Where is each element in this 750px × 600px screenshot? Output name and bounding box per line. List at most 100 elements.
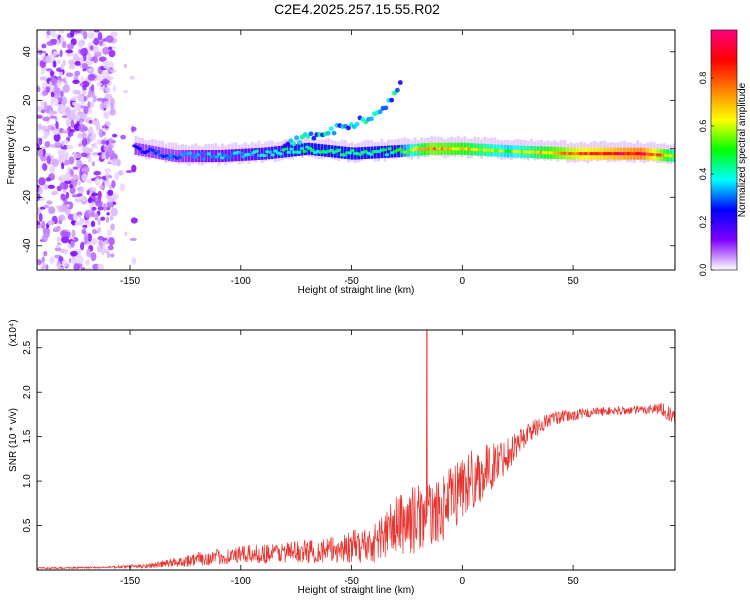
spectrogram-noise-cell (99, 185, 104, 190)
spectrogram-band-core (214, 155, 220, 159)
spectrogram-noise-cell (79, 82, 85, 87)
spectrogram-band-core (384, 153, 390, 157)
spectrogram-noise-cell (98, 195, 102, 203)
spectrogram-noise-cell (60, 266, 64, 270)
spectrogram-noise-cell (81, 173, 88, 182)
spectrogram-noise-cell (37, 86, 41, 93)
spectrogram-noise-cell (77, 133, 83, 139)
spectrogram-noise-cell (41, 256, 45, 263)
spectrogram-band-core (193, 155, 198, 159)
spectrogram-noise-cell (74, 197, 82, 203)
spectrogram-noise-cell (52, 128, 60, 136)
spectrogram-noise-cell (119, 183, 126, 192)
spectrogram-noise-cell (91, 209, 95, 218)
spectrogram-noise-cell (52, 50, 58, 56)
spectrogram-noise-cell (87, 52, 92, 61)
spectrogram-band-outer (217, 150, 221, 163)
spectrogram-band-core (278, 152, 283, 156)
spectrogram-noise-cell (59, 49, 63, 58)
spectrogram-noise-cell (101, 251, 105, 256)
spectrogram-band-core (297, 150, 302, 154)
spectrogram-noise-cell (65, 151, 69, 160)
spectrogram-noise-cell (66, 43, 74, 50)
spectrogram-noise-cell (49, 30, 57, 34)
spectrogram-band-core (382, 148, 387, 152)
spectrogram-noise-cell (87, 197, 93, 204)
spectrogram-noise-cell (64, 208, 71, 215)
spectrogram-noise-cell (81, 228, 87, 235)
snr-x-tick-label: -150 (120, 576, 140, 587)
spectrogram-noise-cell (95, 200, 103, 207)
spectrogram-noise-cell (97, 206, 104, 211)
spectrogram-noise-cell (45, 177, 52, 182)
spectrogram-y-tick-label: 20 (22, 94, 33, 106)
spectrogram-band-core (198, 152, 204, 156)
spectrogram-noise-cell (110, 207, 118, 217)
spectrogram-band-core (671, 154, 675, 158)
colorbar-label: Normalized spectral amplitude (737, 82, 748, 217)
spectrogram-noise-cell (72, 166, 79, 170)
spectrogram-band-outer (406, 144, 410, 157)
spectrogram-band-core (368, 152, 374, 156)
snr-x-tick-label: -50 (344, 576, 359, 587)
spectrogram-noise-cell (66, 144, 74, 150)
spectrogram-band-core (286, 150, 291, 154)
spectrogram-noise-cell (86, 94, 91, 99)
spectrogram-noise-cell (105, 86, 111, 93)
spectrogram-band-outer (204, 150, 208, 163)
spectrogram-noise-cell (80, 267, 86, 270)
spectrogram-noise-cell (37, 114, 43, 119)
spectrogram-noise-cell (85, 219, 90, 226)
spectrogram-noise-cell (108, 49, 116, 58)
spectrogram-noise-cell (67, 213, 75, 221)
spectrogram-y-tick-label: -20 (22, 190, 33, 205)
spectrogram-noise-cell (43, 101, 48, 111)
spectrogram-noise-cell (94, 212, 99, 221)
spectrogram-noise-cell (57, 105, 66, 115)
spectrogram-noise-cell (106, 67, 112, 72)
spectrogram-noise-cell (73, 102, 82, 108)
spectrogram-noise-cell (91, 161, 96, 167)
spectrogram-noise-cell (80, 197, 87, 202)
spectrogram-band-core (164, 154, 169, 158)
spectrogram-noise-cell (130, 217, 138, 224)
spectrogram-noise-cell (45, 55, 52, 63)
colorbar-tick-label: 0.2 (698, 216, 708, 229)
spectrogram-noise-cell (77, 39, 84, 49)
spectrogram-noise-cell (129, 75, 136, 80)
spectrogram-noise-cell (73, 263, 80, 270)
spectrogram-noise-cell (61, 154, 66, 164)
spectrogram-noise-cell (70, 119, 75, 129)
spectrogram-band-core (310, 148, 315, 153)
spectrogram-noise-cell (81, 89, 87, 95)
spectrogram-noise-cell (103, 203, 107, 212)
spectrogram-noise-cell (38, 212, 43, 222)
spectrogram-noise-cell (59, 230, 68, 238)
spectrogram-noise-cell (99, 41, 103, 47)
spectrogram-noise-cell (110, 31, 118, 38)
spectrogram-noise-cell (105, 139, 109, 146)
snr-y-tick-label: 2.0 (22, 385, 33, 399)
snr-panel: -150 -100 -50 0 50 0.5 1.0 1.5 2.0 2.5 Height of… (8, 319, 676, 596)
spectrogram-noise-cell (47, 220, 55, 226)
spectrogram-branch-cell (389, 97, 395, 103)
spectrogram-noise-cell (101, 131, 106, 136)
spectrogram-noise-cell (110, 223, 115, 231)
spectrogram-noise-cell (73, 212, 77, 222)
spectrogram-branch-cell (294, 135, 300, 141)
spectrogram-noise-cell (97, 236, 105, 241)
spectrogram-noise-cell (61, 130, 69, 134)
spectrogram-noise-cell (69, 240, 75, 248)
spectrogram-x-tick-label: -100 (231, 276, 251, 287)
spectrogram-noise-cell (101, 152, 106, 160)
spectrogram-noise-cell (50, 77, 56, 83)
spectrogram-noise-cell (89, 238, 98, 245)
spectrogram-band-outer (380, 146, 384, 159)
spectrogram-noise-cell (74, 60, 82, 66)
spectrogram-band-core (347, 151, 352, 155)
spectrogram-band-core (137, 147, 142, 151)
spectrogram-band-core (336, 148, 342, 152)
spectrogram-noise-cell (54, 141, 62, 147)
spectrogram-noise-cell (97, 139, 102, 145)
spectrogram-noise-cell (42, 163, 48, 171)
